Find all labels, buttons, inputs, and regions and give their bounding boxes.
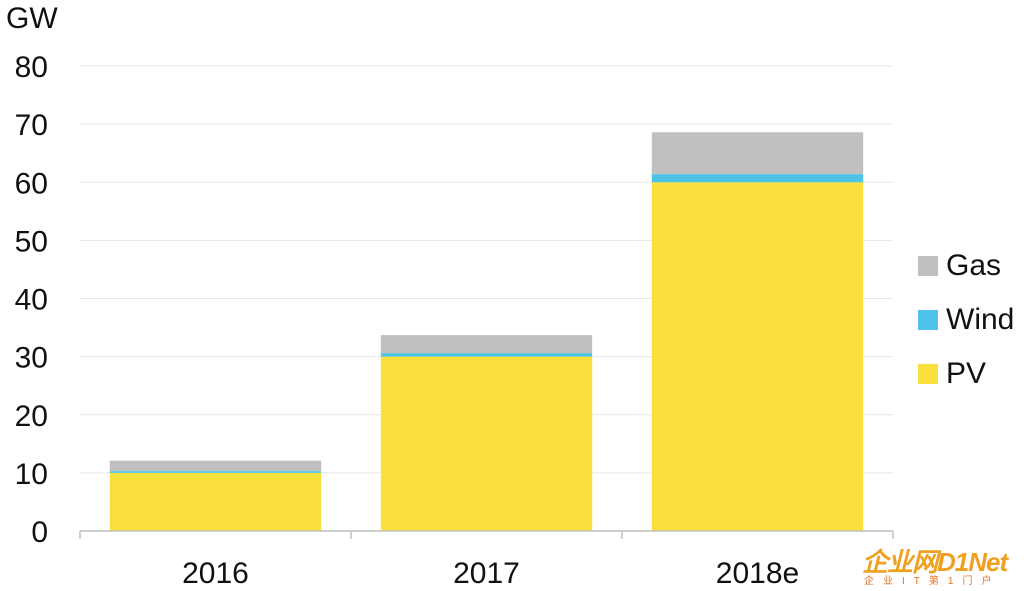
legend-swatch	[918, 310, 938, 330]
axes	[79, 530, 894, 539]
x-tick-label: 2017	[453, 557, 520, 590]
y-tick-label: 40	[15, 284, 48, 317]
legend-label: Wind	[946, 303, 1015, 336]
bar-segment-gas	[109, 460, 322, 472]
y-tick-label: 70	[15, 109, 48, 142]
bar-segment-pv	[651, 182, 864, 531]
bar-segment-wind	[109, 471, 322, 473]
watermark-logo: 企业网D1Net	[862, 547, 1008, 577]
bar-segment-gas	[651, 132, 864, 175]
bar-segment-pv	[109, 472, 322, 531]
bar-segment-wind	[651, 174, 864, 183]
y-tick-label: 0	[31, 516, 48, 549]
legend-label: Gas	[946, 249, 1002, 282]
watermark: 企业网D1Net 企业IT第1门户	[862, 548, 1022, 590]
y-tick-label: 20	[15, 400, 48, 433]
legend-swatch	[918, 364, 938, 384]
legend-label: PV	[946, 357, 987, 390]
bars	[109, 132, 864, 531]
bar-segment-wind	[380, 353, 593, 357]
x-tick-label: 2018e	[716, 557, 799, 590]
legend-item-pv: PV	[918, 356, 1014, 392]
y-tick-label: 30	[15, 342, 48, 375]
bar-segment-gas	[380, 335, 593, 354]
y-tick-label: 60	[15, 167, 48, 200]
bar-segment-pv	[380, 356, 593, 531]
legend: Gas Wind PV	[918, 248, 1014, 392]
watermark-tagline: 企业IT第1门户	[864, 576, 1001, 587]
y-tick-label: 50	[15, 225, 48, 258]
y-tick-label: 80	[15, 51, 48, 84]
legend-swatch	[918, 256, 938, 276]
x-tick-labels: 2016 2017 2018e	[182, 557, 799, 590]
y-tick-labels: 0 10 20 30 40 50 60 70 80	[15, 51, 48, 549]
y-tick-label: 10	[15, 458, 48, 491]
y-axis-label: GW	[6, 2, 58, 35]
x-tick-label: 2016	[182, 557, 249, 590]
legend-item-gas: Gas	[918, 248, 1014, 284]
legend-item-wind: Wind	[918, 302, 1014, 338]
